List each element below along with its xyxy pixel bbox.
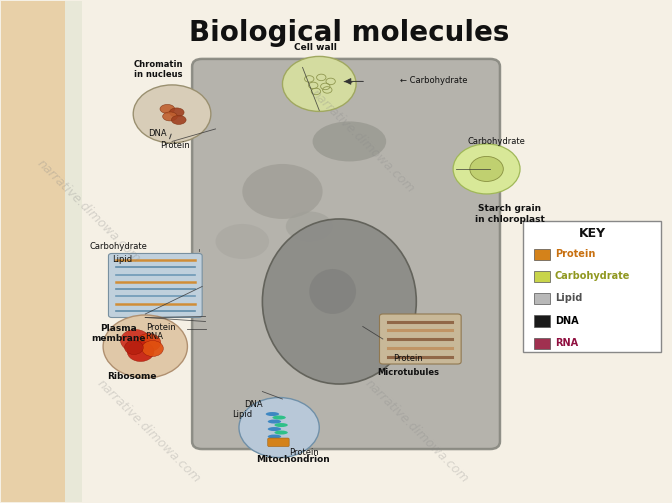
Text: Cell wall: Cell wall xyxy=(294,43,337,52)
Ellipse shape xyxy=(286,211,333,241)
Ellipse shape xyxy=(262,219,417,384)
Text: Protein: Protein xyxy=(555,249,595,260)
Text: narrative.dimowa.com: narrative.dimowa.com xyxy=(362,377,470,486)
Circle shape xyxy=(127,342,154,362)
FancyBboxPatch shape xyxy=(65,2,82,501)
Text: Protein: Protein xyxy=(146,323,175,332)
Text: Mitochondrion: Mitochondrion xyxy=(255,455,329,464)
Text: Lipid: Lipid xyxy=(233,409,253,418)
Text: Carbohydrate: Carbohydrate xyxy=(468,137,526,146)
Circle shape xyxy=(120,329,150,352)
Text: KEY: KEY xyxy=(579,227,605,240)
Ellipse shape xyxy=(267,435,281,439)
Text: Protein: Protein xyxy=(161,141,190,150)
Text: Protein: Protein xyxy=(289,448,319,457)
Text: Lipid: Lipid xyxy=(112,256,132,265)
FancyBboxPatch shape xyxy=(534,272,550,283)
Text: Starch grain
in chloroplast: Starch grain in chloroplast xyxy=(475,204,545,224)
Ellipse shape xyxy=(272,415,286,420)
Ellipse shape xyxy=(163,112,177,121)
Ellipse shape xyxy=(274,423,288,427)
Text: Lipid: Lipid xyxy=(555,293,582,303)
Text: Plasma
membrane: Plasma membrane xyxy=(91,324,146,344)
FancyBboxPatch shape xyxy=(534,293,550,304)
Text: Ribosome: Ribosome xyxy=(107,372,157,381)
Circle shape xyxy=(136,333,161,352)
Circle shape xyxy=(103,315,187,378)
Circle shape xyxy=(282,56,356,112)
Text: Protein: Protein xyxy=(393,354,423,363)
Text: RNA: RNA xyxy=(145,332,163,341)
FancyBboxPatch shape xyxy=(192,59,500,449)
Ellipse shape xyxy=(267,420,281,424)
Text: RNA: RNA xyxy=(555,338,578,348)
Text: Microtubules: Microtubules xyxy=(377,368,439,377)
Ellipse shape xyxy=(312,121,386,161)
Ellipse shape xyxy=(169,108,184,117)
FancyBboxPatch shape xyxy=(267,438,289,447)
Text: narrative.dimowa.com: narrative.dimowa.com xyxy=(34,157,142,266)
Ellipse shape xyxy=(171,115,186,124)
FancyBboxPatch shape xyxy=(534,338,550,349)
FancyBboxPatch shape xyxy=(534,315,550,326)
Text: narrative.dimowa.com: narrative.dimowa.com xyxy=(94,377,203,486)
Ellipse shape xyxy=(272,439,286,443)
Circle shape xyxy=(142,341,163,357)
FancyBboxPatch shape xyxy=(523,221,661,352)
FancyBboxPatch shape xyxy=(108,254,202,317)
Text: Carbohydrate: Carbohydrate xyxy=(89,242,147,251)
Circle shape xyxy=(124,341,143,355)
FancyBboxPatch shape xyxy=(1,2,79,501)
Text: DNA: DNA xyxy=(244,399,262,408)
FancyBboxPatch shape xyxy=(534,249,550,261)
Text: ← Carbohydrate: ← Carbohydrate xyxy=(400,76,467,85)
Ellipse shape xyxy=(160,105,175,114)
Ellipse shape xyxy=(243,164,323,219)
Circle shape xyxy=(239,397,319,458)
Ellipse shape xyxy=(309,269,356,314)
FancyBboxPatch shape xyxy=(380,314,461,364)
Circle shape xyxy=(470,156,503,182)
Text: Carbohydrate: Carbohydrate xyxy=(555,272,630,282)
Text: DNA: DNA xyxy=(148,129,167,138)
Text: Chromatin
in nucleus: Chromatin in nucleus xyxy=(134,59,183,79)
Text: DNA: DNA xyxy=(555,315,579,325)
Text: narrative.dimowa.com: narrative.dimowa.com xyxy=(308,87,417,196)
Text: Biological molecules: Biological molecules xyxy=(190,19,509,47)
Ellipse shape xyxy=(265,412,279,416)
Circle shape xyxy=(453,144,520,194)
Circle shape xyxy=(133,85,211,143)
Ellipse shape xyxy=(216,224,269,259)
Ellipse shape xyxy=(274,431,288,435)
Ellipse shape xyxy=(267,427,281,431)
